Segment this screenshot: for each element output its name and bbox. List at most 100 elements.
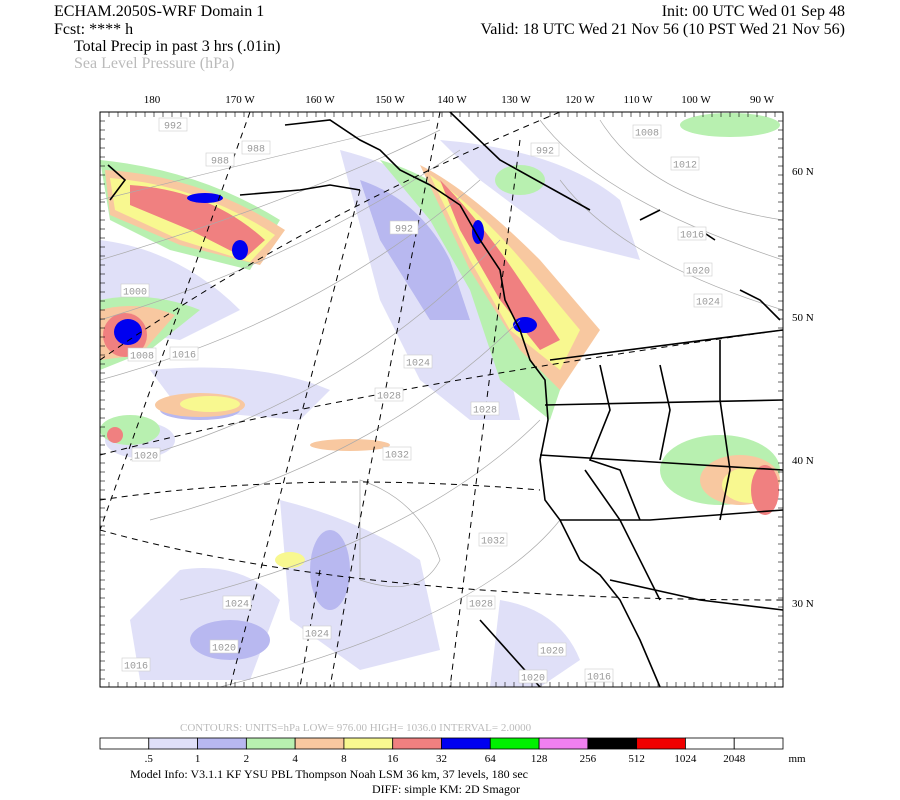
isobar-label-box [670, 156, 700, 171]
isobar-label: 1028 [473, 406, 497, 417]
lon-label: 140 W [437, 94, 467, 106]
lon-label: 180 [144, 94, 161, 106]
isobar-label: 1024 [225, 600, 249, 611]
isobar-label: 1008 [130, 352, 154, 363]
isobar-label-box [131, 447, 161, 462]
isobar-label-box [478, 532, 508, 547]
isobar-label: 1016 [172, 351, 196, 362]
legend-label: 2 [244, 753, 250, 765]
legend-swatch [587, 737, 638, 750]
legend-unit: mm [788, 753, 806, 765]
lat-label: 50 N [792, 312, 814, 324]
isobar-label-box [169, 346, 199, 361]
isobar-label: 1016 [124, 662, 148, 673]
isobar-label-box [389, 220, 419, 235]
legend-label: .5 [145, 753, 154, 765]
isobar-label-box [470, 401, 500, 416]
isobar-label: 1028 [469, 600, 493, 611]
legend-label: 32 [436, 753, 447, 765]
isobar-label: 1000 [123, 288, 147, 299]
isobar-label: 1020 [540, 647, 564, 658]
isobar-label: 1020 [212, 644, 236, 655]
legend-swatch [441, 737, 491, 750]
isobar-label: 992 [395, 225, 413, 236]
legend-swatch [245, 737, 296, 750]
isobar-label: 988 [247, 145, 265, 156]
isobar-label-box [158, 117, 188, 132]
isobar-label-box [403, 354, 433, 369]
lon-label: 160 W [305, 94, 335, 106]
isobar-label: 1008 [635, 129, 659, 140]
lon-label: 120 W [565, 94, 595, 106]
legend-swatch [489, 737, 540, 750]
legend-swatch [733, 737, 784, 750]
isobar-label-box [584, 668, 614, 683]
isobar-label-box [518, 669, 548, 684]
lon-label: 90 W [750, 94, 775, 106]
legend-label: 1 [195, 753, 201, 765]
field-precip: Total Precip in past 3 hrs (.01in) [74, 38, 280, 55]
legend-swatch [99, 737, 150, 750]
legend-swatch [392, 737, 442, 750]
legend-swatch [294, 737, 345, 750]
isobar-label-box [466, 595, 496, 610]
diff-info: DIFF: simple KM: 2D Smagor [372, 782, 520, 796]
isobar-label-box [209, 639, 239, 654]
isobar-label-box [677, 226, 707, 241]
legend-label: 8 [341, 753, 347, 765]
lon-label: 170 W [225, 94, 255, 106]
legend-label: 128 [531, 753, 548, 765]
isobar-label: 992 [164, 122, 182, 133]
isobar-label-box [241, 140, 271, 155]
isobar-label-box [632, 124, 662, 139]
valid-time: Valid: 18 UTC Wed 21 Nov 56 (10 PST Wed … [480, 21, 845, 38]
legend-label: 64 [485, 753, 497, 765]
isobar-label-box [120, 283, 150, 298]
isobar-label-box [382, 446, 412, 461]
legend-label: 2048 [723, 753, 746, 765]
isobar-label-box [683, 262, 713, 277]
lat-label: 30 N [792, 598, 814, 610]
isobar-label-box [693, 293, 723, 308]
init-time: Init: 00 UTC Wed 01 Sep 48 [662, 3, 845, 20]
isobar-label-box [222, 595, 252, 610]
isobar-label: 988 [211, 157, 229, 168]
legend-label: 16 [387, 753, 399, 765]
isobar-label: 1024 [406, 359, 430, 370]
legend-label: 1024 [674, 753, 697, 765]
lon-label: 100 W [681, 94, 711, 106]
isobar-label-box [374, 387, 404, 402]
isobar-label-box [127, 347, 157, 362]
isobar-label: 1016 [680, 231, 704, 242]
lat-label: 60 N [792, 166, 814, 178]
legend-swatch [343, 737, 394, 750]
isobar-label-box [530, 142, 560, 157]
legend-swatch [197, 737, 247, 750]
isobar-label: 1032 [481, 537, 505, 548]
lon-label: 130 W [501, 94, 531, 106]
model-info: Model Info: V3.1.1 KF YSU PBL Thompson N… [130, 767, 528, 781]
isobar-label: 1020 [686, 267, 710, 278]
legend-label: 4 [292, 753, 298, 765]
legend-swatch [685, 737, 735, 750]
isobar-label: 1020 [134, 452, 158, 463]
forecast-hour: Fcst: **** h [54, 21, 133, 38]
legend-swatch [538, 737, 589, 750]
map [100, 112, 783, 687]
legend-label: 512 [628, 753, 645, 765]
isobar-label-box [121, 657, 151, 672]
lon-label: 110 W [623, 94, 653, 106]
isobar-label: 1016 [587, 673, 611, 684]
legend-label: 256 [580, 753, 597, 765]
map-frame [99, 111, 784, 688]
model-title: ECHAM.2050S-WRF Domain 1 [54, 3, 264, 20]
isobar-label: 1032 [385, 451, 409, 462]
isobar-label-box [302, 625, 332, 640]
isobar-label: 1024 [305, 630, 329, 641]
contour-info: CONTOURS: UNITS=hPa LOW= 976.00 HIGH= 10… [180, 722, 532, 734]
isobar-label: 1020 [521, 674, 545, 685]
lat-label: 40 N [792, 455, 814, 467]
isobar-label: 1024 [696, 298, 720, 309]
legend-swatch [148, 737, 198, 750]
